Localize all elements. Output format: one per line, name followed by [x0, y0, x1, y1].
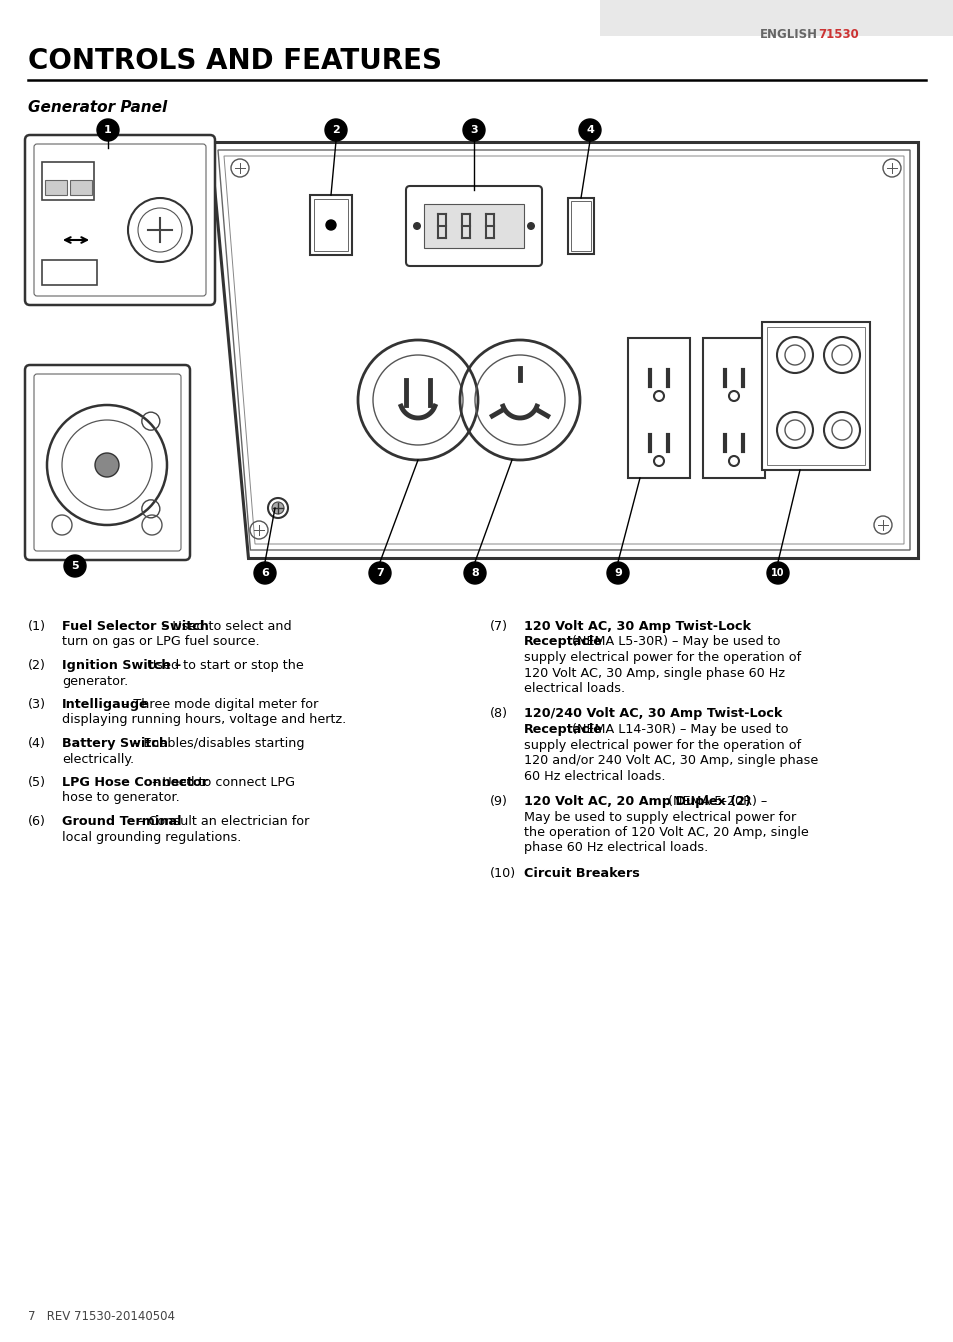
FancyBboxPatch shape	[34, 374, 181, 552]
FancyBboxPatch shape	[25, 365, 190, 560]
Text: (NEMA L5-30R) – May be used to: (NEMA L5-30R) – May be used to	[571, 636, 780, 648]
Text: hose to generator.: hose to generator.	[62, 792, 179, 804]
Text: Ignition Switch –: Ignition Switch –	[62, 659, 181, 672]
Text: 9: 9	[614, 568, 621, 578]
Text: phase 60 Hz electrical loads.: phase 60 Hz electrical loads.	[523, 841, 707, 855]
Text: 10: 10	[770, 568, 784, 578]
Text: 2: 2	[332, 125, 339, 136]
Text: 120 and/or 240 Volt AC, 30 Amp, single phase: 120 and/or 240 Volt AC, 30 Amp, single p…	[523, 754, 818, 768]
Circle shape	[462, 119, 484, 141]
Text: – Enables/disables starting: – Enables/disables starting	[129, 737, 304, 750]
Text: the operation of 120 Volt AC, 20 Amp, single: the operation of 120 Volt AC, 20 Amp, si…	[523, 825, 808, 839]
Text: 120 Volt AC, 20 Amp Duplex (2): 120 Volt AC, 20 Amp Duplex (2)	[523, 794, 750, 808]
Text: 1: 1	[104, 125, 112, 136]
FancyBboxPatch shape	[406, 187, 541, 266]
Text: LPG Hose Connector: LPG Hose Connector	[62, 776, 208, 789]
Text: May be used to supply electrical power for: May be used to supply electrical power f…	[523, 811, 796, 824]
Circle shape	[463, 562, 485, 584]
Circle shape	[253, 562, 275, 584]
Text: – Consult an electrician for: – Consult an electrician for	[133, 815, 309, 828]
FancyBboxPatch shape	[34, 144, 206, 297]
Text: 3: 3	[470, 125, 477, 136]
Bar	[42, 260, 97, 285]
Text: generator.: generator.	[62, 675, 128, 687]
Text: 6: 6	[261, 568, 269, 578]
Bar	[423, 204, 523, 248]
Text: electrically.: electrically.	[62, 753, 134, 765]
Bar	[599, 0, 953, 36]
Text: turn on gas or LPG fuel source.: turn on gas or LPG fuel source.	[62, 636, 259, 648]
Text: 8: 8	[471, 568, 478, 578]
Text: Receptacle: Receptacle	[523, 723, 602, 735]
Text: 71530: 71530	[817, 28, 858, 42]
Bar	[567, 199, 594, 254]
Circle shape	[97, 119, 119, 141]
Bar	[571, 201, 590, 251]
Circle shape	[606, 562, 628, 584]
Text: Ground Terminal: Ground Terminal	[62, 815, 181, 828]
Text: (5): (5)	[28, 776, 46, 789]
Text: 7: 7	[375, 568, 383, 578]
Text: 120/240 Volt AC, 30 Amp Twist-Lock: 120/240 Volt AC, 30 Amp Twist-Lock	[523, 707, 781, 721]
Text: local grounding regulations.: local grounding regulations.	[62, 831, 241, 844]
Text: 60 Hz electrical loads.: 60 Hz electrical loads.	[523, 769, 665, 782]
Text: Used to start or stop the: Used to start or stop the	[143, 659, 304, 672]
Bar	[627, 338, 689, 478]
Text: (NEMA L14-30R) – May be used to: (NEMA L14-30R) – May be used to	[571, 723, 787, 735]
Text: CONTROLS AND FEATURES: CONTROLS AND FEATURES	[28, 47, 441, 75]
Text: displaying running hours, voltage and hertz.: displaying running hours, voltage and he…	[62, 714, 346, 726]
Text: (9): (9)	[490, 794, 507, 808]
Text: 5: 5	[71, 561, 79, 570]
Text: – Three mode digital meter for: – Three mode digital meter for	[119, 698, 318, 711]
Text: Intelligauge: Intelligauge	[62, 698, 149, 711]
Polygon shape	[210, 142, 917, 558]
Text: (8): (8)	[490, 707, 507, 721]
Text: (1): (1)	[28, 620, 46, 633]
Text: Battery Switch: Battery Switch	[62, 737, 168, 750]
Circle shape	[64, 556, 86, 577]
Circle shape	[766, 562, 788, 584]
Circle shape	[325, 119, 347, 141]
Bar	[310, 195, 352, 255]
Text: Generator Panel: Generator Panel	[28, 101, 167, 115]
Bar	[761, 322, 869, 470]
Text: 120 Volt AC, 30 Amp Twist-Lock: 120 Volt AC, 30 Amp Twist-Lock	[523, 620, 750, 633]
Bar	[766, 327, 864, 464]
FancyBboxPatch shape	[25, 136, 214, 305]
Text: (6): (6)	[28, 815, 46, 828]
Text: electrical loads.: electrical loads.	[523, 682, 624, 695]
Text: 4: 4	[585, 125, 594, 136]
Circle shape	[95, 454, 119, 476]
Circle shape	[578, 119, 600, 141]
Text: 120 Volt AC, 30 Amp, single phase 60 Hz: 120 Volt AC, 30 Amp, single phase 60 Hz	[523, 667, 784, 679]
Text: (4): (4)	[28, 737, 46, 750]
Circle shape	[326, 220, 335, 229]
Circle shape	[526, 221, 535, 229]
Bar	[45, 180, 67, 195]
Bar	[42, 162, 94, 200]
Text: (7): (7)	[490, 620, 507, 633]
Text: supply electrical power for the operation of: supply electrical power for the operatio…	[523, 651, 801, 664]
Circle shape	[413, 221, 420, 229]
Text: (NEMA 5-20R) –: (NEMA 5-20R) –	[667, 794, 766, 808]
Circle shape	[369, 562, 391, 584]
Bar	[702, 338, 764, 478]
Bar	[70, 180, 91, 195]
Text: Circuit Breakers: Circuit Breakers	[523, 867, 639, 880]
Bar	[314, 199, 348, 251]
Text: – Used to connect LPG: – Used to connect LPG	[148, 776, 294, 789]
Text: ENGLISH: ENGLISH	[760, 28, 817, 42]
Text: Fuel Selector Switch: Fuel Selector Switch	[62, 620, 209, 633]
Text: – Used to select and: – Used to select and	[157, 620, 291, 633]
Text: supply electrical power for the operation of: supply electrical power for the operatio…	[523, 738, 801, 752]
Text: 7   REV 71530-20140504: 7 REV 71530-20140504	[28, 1310, 174, 1323]
Text: (2): (2)	[28, 659, 46, 672]
Text: (3): (3)	[28, 698, 46, 711]
Circle shape	[272, 502, 284, 514]
Text: (10): (10)	[490, 867, 516, 880]
Text: Receptacle: Receptacle	[523, 636, 602, 648]
